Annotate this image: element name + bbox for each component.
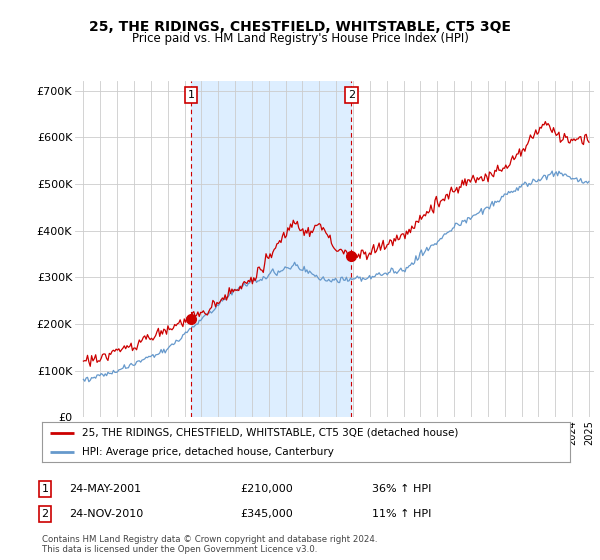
- Text: 1: 1: [41, 484, 49, 494]
- Text: £210,000: £210,000: [240, 484, 293, 494]
- Bar: [191, 81, 352, 417]
- Text: 25, THE RIDINGS, CHESTFIELD, WHITSTABLE, CT5 3QE (detached house): 25, THE RIDINGS, CHESTFIELD, WHITSTABLE,…: [82, 428, 458, 437]
- Text: Price paid vs. HM Land Registry's House Price Index (HPI): Price paid vs. HM Land Registry's House …: [131, 32, 469, 45]
- Text: 24-NOV-2010: 24-NOV-2010: [69, 509, 143, 519]
- Text: Contains HM Land Registry data © Crown copyright and database right 2024.
This d: Contains HM Land Registry data © Crown c…: [42, 535, 377, 554]
- Text: 2: 2: [348, 90, 355, 100]
- Text: 1: 1: [187, 90, 194, 100]
- Text: 25, THE RIDINGS, CHESTFIELD, WHITSTABLE, CT5 3QE: 25, THE RIDINGS, CHESTFIELD, WHITSTABLE,…: [89, 20, 511, 34]
- Text: 2: 2: [41, 509, 49, 519]
- Text: 11% ↑ HPI: 11% ↑ HPI: [372, 509, 431, 519]
- Text: 24-MAY-2001: 24-MAY-2001: [69, 484, 141, 494]
- Text: HPI: Average price, detached house, Canterbury: HPI: Average price, detached house, Cant…: [82, 447, 334, 457]
- Text: 36% ↑ HPI: 36% ↑ HPI: [372, 484, 431, 494]
- Text: £345,000: £345,000: [240, 509, 293, 519]
